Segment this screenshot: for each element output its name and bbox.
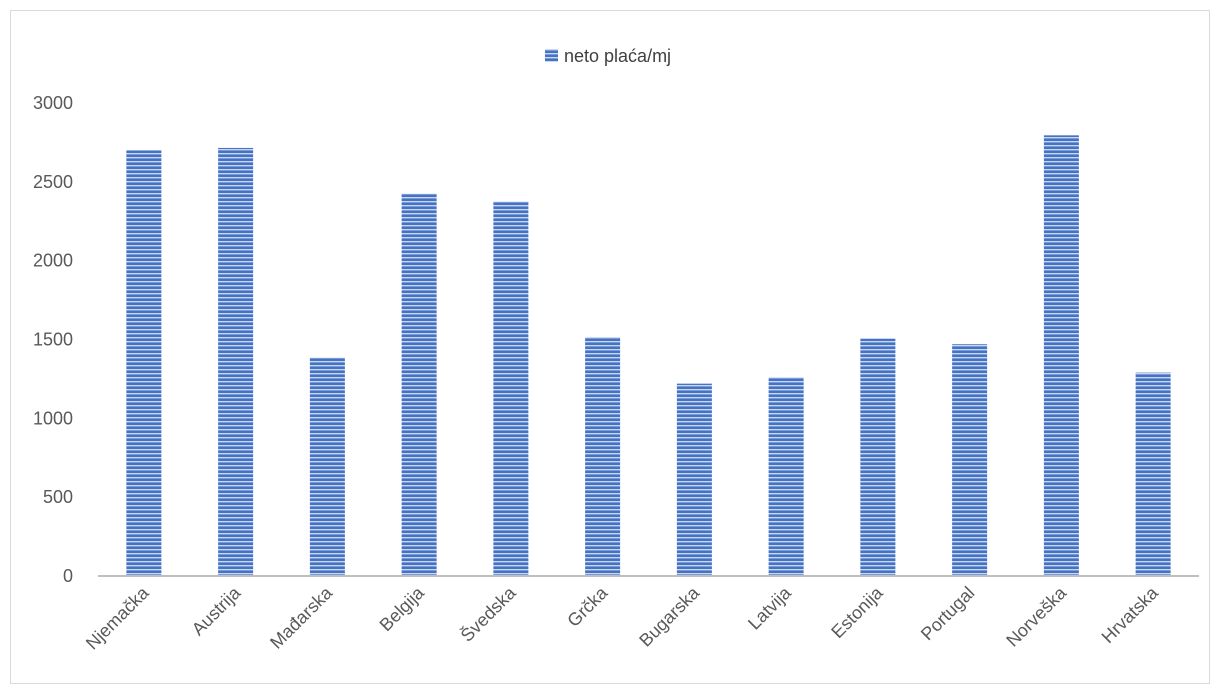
bar-chart: neto plaća/mj 0 500 1000 1500 2000 2500 3000 N… xyxy=(33,46,1199,653)
bar xyxy=(768,377,804,576)
x-tick-label: Hrvatska xyxy=(1098,582,1163,647)
y-tick-label: 1500 xyxy=(33,330,73,350)
y-tick-label: 2500 xyxy=(33,172,73,192)
x-tick-label: Švedska xyxy=(456,581,520,645)
bars xyxy=(126,135,1171,577)
x-tick-label: Njemačka xyxy=(82,582,153,653)
x-tick-label: Norveška xyxy=(1002,582,1071,651)
x-tick-label: Mađarska xyxy=(266,582,337,653)
bar xyxy=(860,338,896,576)
bar xyxy=(585,337,621,576)
bar xyxy=(676,383,712,576)
y-tick-label: 2000 xyxy=(33,251,73,271)
bar xyxy=(952,344,988,576)
bar xyxy=(126,150,162,577)
x-tick-label: Grčka xyxy=(563,582,612,631)
y-tick-label: 1000 xyxy=(33,408,73,428)
x-tick-label: Latvija xyxy=(744,582,796,634)
bar xyxy=(1135,372,1171,576)
bar xyxy=(309,357,345,576)
x-tick-label: Estonija xyxy=(827,582,887,642)
x-tick-label: Bugarska xyxy=(635,582,704,651)
x-axis-ticks: Njemačka Austrija Mađarska Belgija Švedska Gr… xyxy=(82,581,1163,653)
y-axis-ticks: 0 500 1000 1500 2000 2500 3000 xyxy=(33,93,73,586)
y-tick-label: 3000 xyxy=(33,93,73,113)
bar xyxy=(1043,135,1079,576)
legend-swatch xyxy=(545,49,558,62)
bar xyxy=(493,201,529,576)
legend: neto plaća/mj xyxy=(545,46,671,66)
bar xyxy=(218,147,254,576)
legend-label: neto plaća/mj xyxy=(564,46,671,66)
x-tick-label: Austrija xyxy=(188,582,245,639)
chart-frame: neto plaća/mj 0 500 1000 1500 2000 2500 3000 N… xyxy=(10,10,1210,684)
x-tick-label: Belgija xyxy=(376,582,429,635)
y-tick-label: 0 xyxy=(63,566,73,586)
y-tick-label: 500 xyxy=(43,487,73,507)
x-tick-label: Portugal xyxy=(917,583,979,645)
bar xyxy=(401,193,437,577)
